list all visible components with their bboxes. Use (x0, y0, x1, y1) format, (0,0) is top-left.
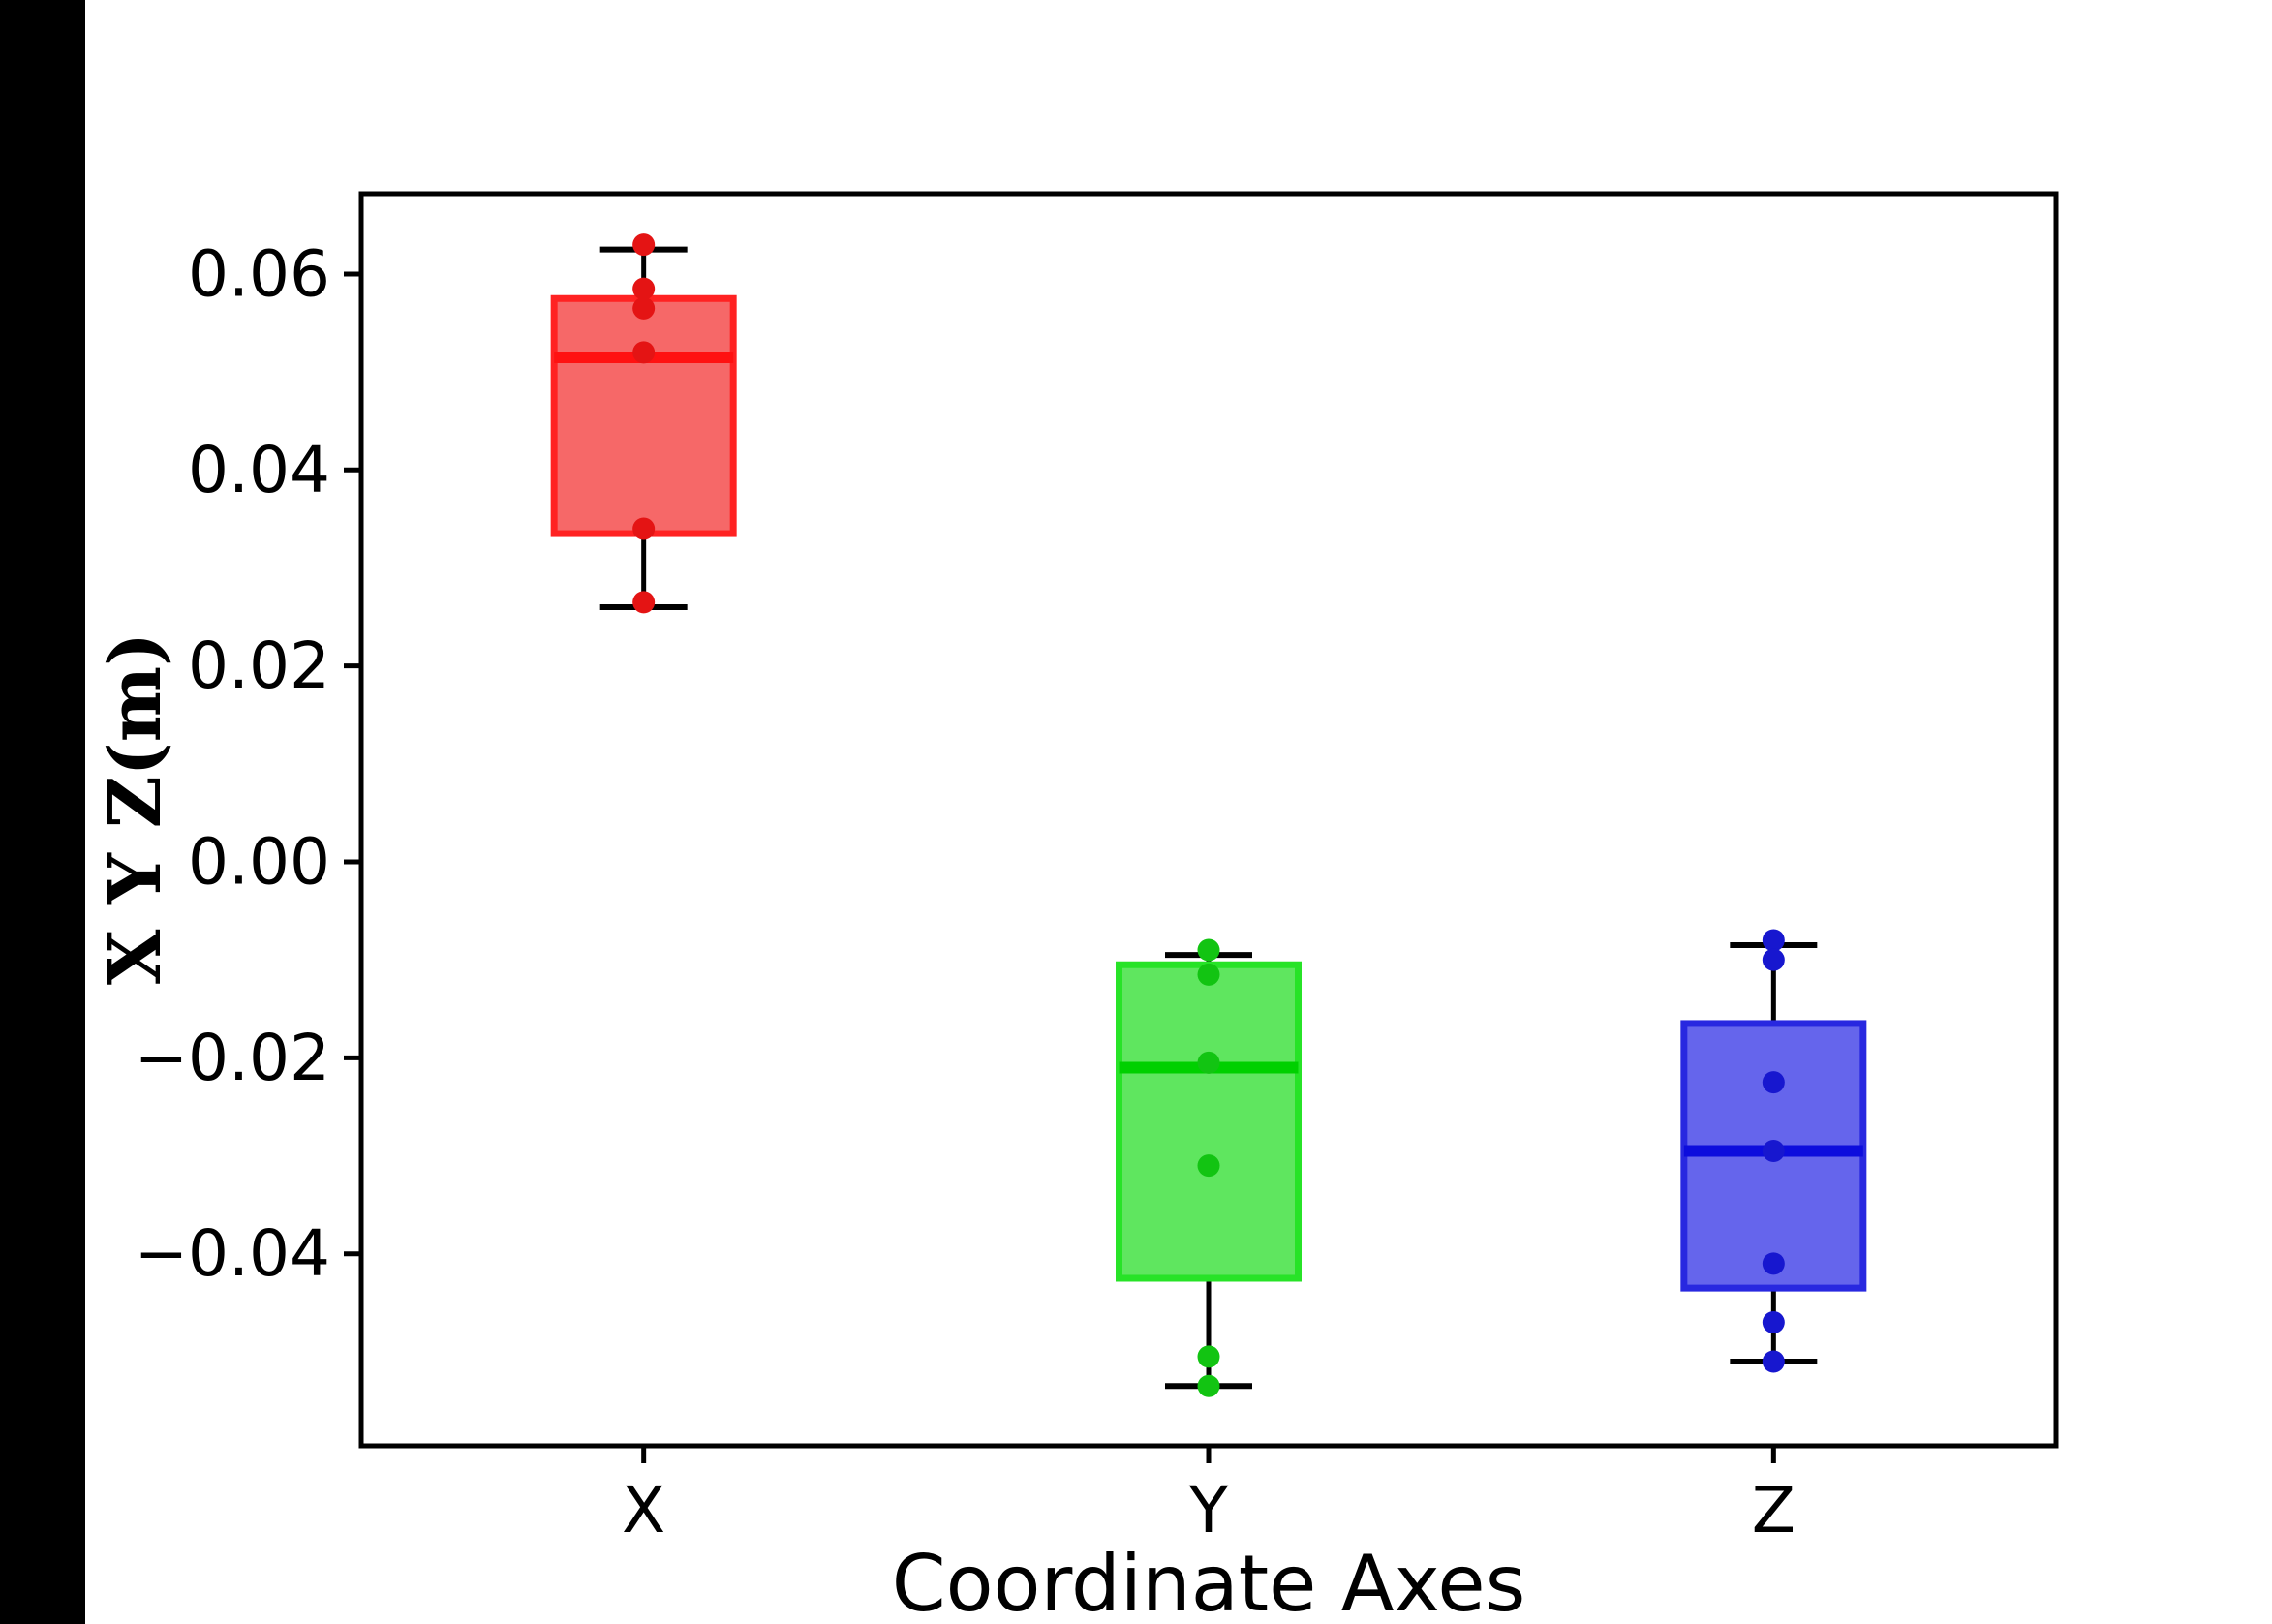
x-axis-label: Coordinate Axes (891, 1539, 1526, 1624)
data-point-Y (1197, 1051, 1220, 1074)
box-Y (1116, 961, 1302, 1282)
x-tick-label-X: X (622, 1473, 665, 1547)
data-point-Z (1762, 929, 1785, 952)
data-point-Y (1197, 938, 1220, 962)
left-black-bar (0, 0, 85, 1624)
data-point-Z (1762, 948, 1785, 971)
y-tick-label: 0.06 (188, 236, 330, 311)
y-tick-label: −0.04 (135, 1216, 330, 1291)
data-point-Y (1197, 1374, 1220, 1397)
box-X (550, 294, 737, 537)
x-tick-label-Z: Z (1752, 1473, 1796, 1547)
data-point-X (632, 296, 656, 320)
data-point-Y (1197, 1345, 1220, 1368)
data-point-Z (1762, 1350, 1785, 1373)
data-point-X (632, 233, 656, 257)
data-point-Z (1762, 1252, 1785, 1275)
data-point-Z (1762, 1139, 1785, 1162)
data-point-X (632, 341, 656, 364)
y-axis-label: X Y Z(m) (94, 631, 177, 986)
data-point-Z (1762, 1071, 1785, 1094)
y-tick-label: −0.02 (135, 1021, 330, 1095)
x-tick-label-Y: Y (1188, 1473, 1229, 1547)
data-point-Y (1197, 963, 1220, 986)
y-tick-label: 0.04 (188, 433, 330, 507)
data-point-X (632, 517, 656, 540)
data-point-X (632, 277, 656, 300)
y-tick-label: 0.02 (188, 628, 330, 703)
data-point-Z (1762, 1311, 1785, 1334)
y-tick-label: 0.00 (188, 825, 330, 900)
data-point-X (632, 591, 656, 614)
data-point-Y (1197, 1154, 1220, 1178)
